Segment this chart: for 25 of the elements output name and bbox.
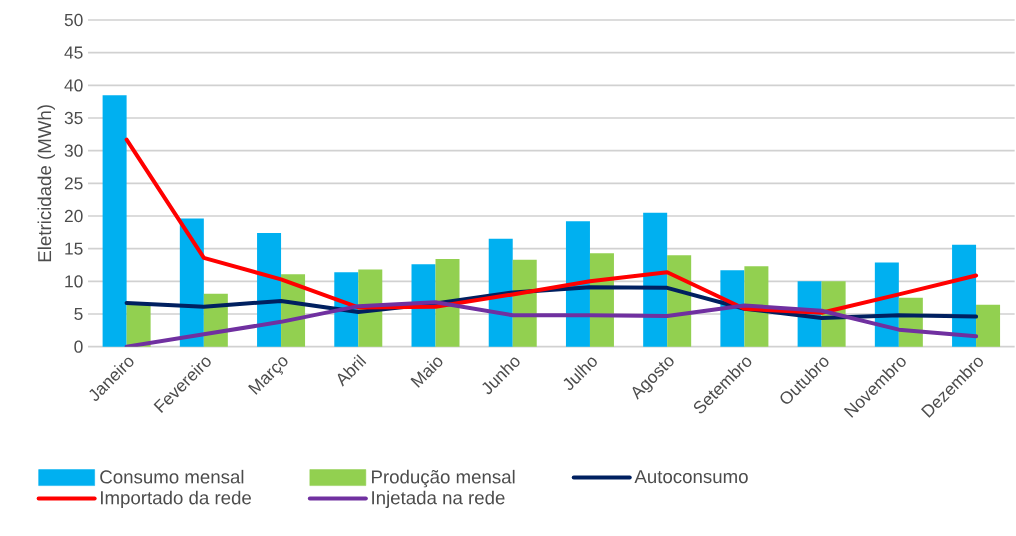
line-series: [124, 137, 979, 315]
y-tick-label: 30: [64, 144, 83, 157]
y-axis-title: Eletricidade (MWh): [37, 105, 55, 262]
legend-label: Importado da rede: [101, 490, 251, 509]
y-tick-label: 50: [64, 13, 83, 27]
bar: [976, 304, 1001, 347]
bar: [512, 259, 537, 347]
y-tick-label: 10: [65, 275, 83, 288]
y-tick-label: 45: [64, 46, 83, 59]
y-tick-label: 25: [64, 177, 83, 190]
bar: [744, 266, 769, 347]
legend-label: Produção mensal: [372, 469, 515, 488]
bar: [435, 259, 460, 347]
y-tick-label: 15: [65, 242, 83, 255]
y-tick-label: 5: [74, 307, 83, 321]
legend-label: Injetada na rede: [372, 490, 505, 509]
y-tick-label: 0: [74, 340, 83, 353]
y-tick-label: 40: [64, 79, 83, 92]
y-tick-label: 20: [64, 209, 83, 223]
legend-label: Autoconsumo: [634, 470, 748, 484]
bar: [643, 212, 668, 347]
line-series: [124, 300, 979, 347]
bar: [102, 95, 127, 347]
legend-label: Consumo mensal: [100, 469, 244, 484]
y-tick-label: 35: [64, 111, 83, 125]
